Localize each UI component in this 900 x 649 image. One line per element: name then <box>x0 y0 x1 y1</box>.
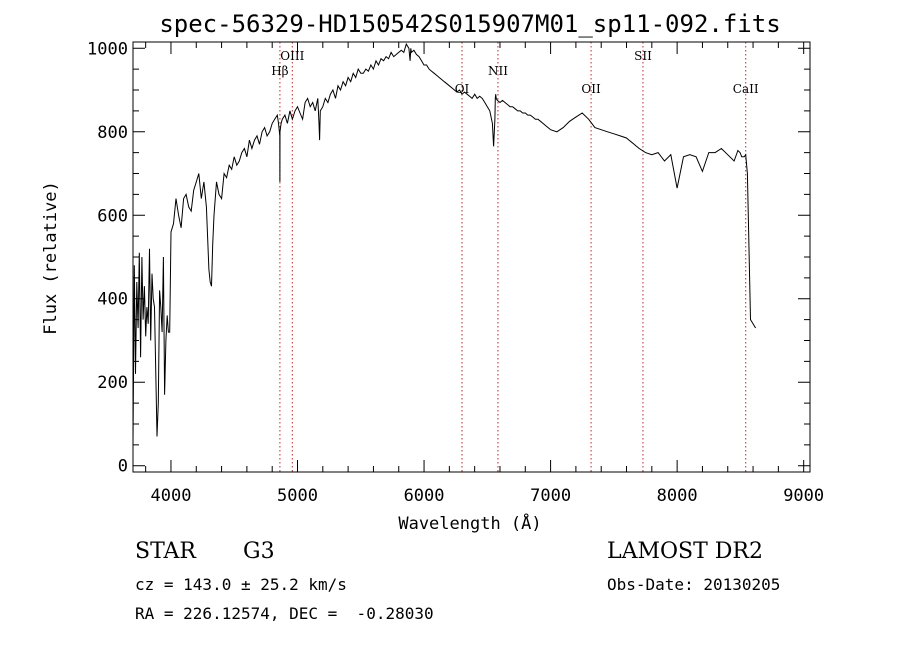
y-tick-label: 0 <box>118 457 128 477</box>
axis-ticks: 4000 5000 6000 7000 8000 9000 0 200 400 600 800 100… <box>87 39 824 506</box>
spectrum-series-line <box>132 42 757 445</box>
x-tick-label: 7000 <box>530 486 571 506</box>
survey-name: LAMOST DR2 <box>607 539 763 564</box>
line-label-4: OII <box>581 82 601 96</box>
line-label-3: NII <box>488 64 508 78</box>
y-tick-label: 400 <box>97 290 128 310</box>
y-axis-label: Flux (relative) <box>41 181 61 335</box>
line-label-1: OIII <box>280 49 304 63</box>
x-tick-label: 6000 <box>404 486 445 506</box>
coords-text: RA = 226.12574, DEC = -0.28030 <box>135 604 434 623</box>
line-label-0: Hβ <box>271 64 288 78</box>
y-tick-label: 800 <box>97 123 128 143</box>
y-tick-label: 200 <box>97 373 128 393</box>
x-tick-label: 9000 <box>783 486 824 506</box>
x-axis-label: Wavelength (Å) <box>398 512 541 534</box>
object-class: STAR <box>135 539 196 564</box>
y-tick-label: 600 <box>97 206 128 226</box>
x-tick-label: 4000 <box>150 486 191 506</box>
x-tick-label: 8000 <box>657 486 698 506</box>
y-tick-label: 1000 <box>87 39 128 59</box>
chart-title: spec-56329-HD150542S015907M01_sp11-092.f… <box>159 10 780 38</box>
line-label-2: OI <box>455 82 470 96</box>
subclass: G3 <box>243 539 275 564</box>
plot-frame <box>132 41 811 473</box>
line-label-6: CaII <box>733 82 759 96</box>
redshift-text: cz = 143.0 ± 25.2 km/s <box>135 575 347 594</box>
x-tick-label: 5000 <box>277 486 318 506</box>
line-label-5: SII <box>634 49 652 63</box>
obs-date-text: Obs-Date: 20130205 <box>607 575 781 594</box>
